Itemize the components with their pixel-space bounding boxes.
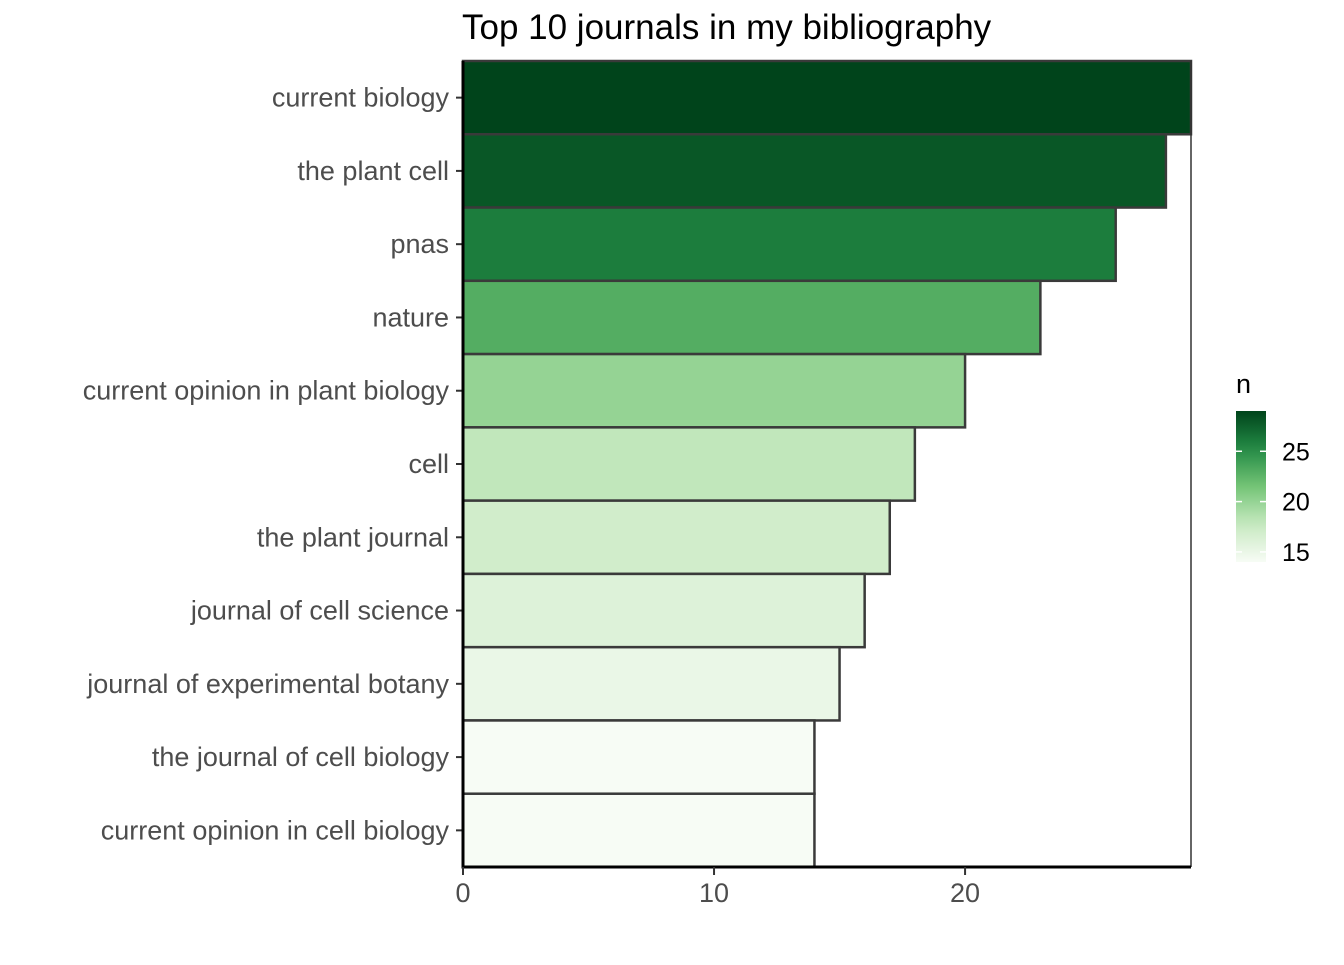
y-tick-label: nature [372,302,449,332]
bar [461,499,892,576]
legend-tick-label: 20 [1282,489,1310,517]
x-tick-label: 0 [455,878,470,908]
y-tick-label: journal of experimental botany [86,669,449,699]
y-tick-label: current opinion in cell biology [101,815,450,845]
bar [461,645,841,722]
legend-tick-label: 15 [1282,539,1310,567]
bar [461,206,1117,283]
bar [461,792,816,869]
bar [461,572,866,649]
legend-tick-label: 25 [1282,438,1310,466]
axes-layer: current biology the plant cell pnas nature c… [83,61,1192,908]
x-tick-label: 10 [699,878,729,908]
bar [461,719,816,795]
bar [461,133,1168,209]
y-tick-label: the plant journal [257,522,449,552]
y-tick-label: pnas [390,229,449,259]
bar [461,352,967,429]
bars-layer [461,59,1193,869]
x-tick-label: 20 [950,878,980,908]
bar [461,279,1042,356]
y-tick-label: current biology [272,83,450,113]
y-tick-label: the journal of cell biology [152,742,450,772]
legend-title: n [1236,369,1251,399]
y-tick-label: the plant cell [297,156,449,186]
y-tick-label: journal of cell science [190,596,449,626]
legend-colorbar [1236,411,1266,562]
bar [461,426,917,502]
y-tick-label: cell [408,449,449,479]
chart-title: Top 10 journals in my bibliography [462,8,992,47]
legend: n 15 20 25 [1236,369,1310,567]
y-tick-label: current opinion in plant biology [83,376,450,406]
bar [461,59,1193,136]
